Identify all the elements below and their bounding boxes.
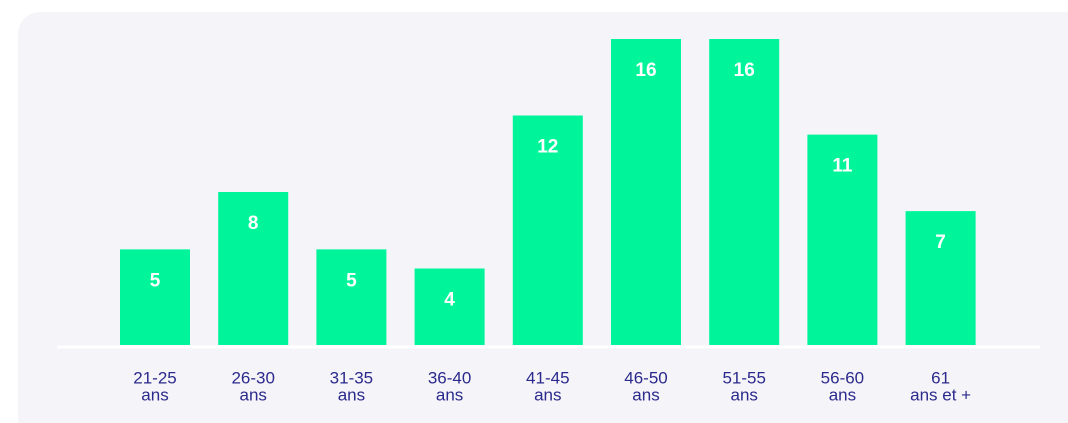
category-label: ans (632, 385, 659, 404)
category-label: 26-30 (231, 368, 274, 387)
bar (414, 268, 485, 345)
category-label: ans (338, 385, 365, 404)
value-label: 16 (635, 60, 656, 81)
value-label: 4 (444, 290, 455, 311)
value-label: 16 (734, 60, 755, 81)
category-label: ans (436, 385, 463, 404)
category-label: ans (534, 385, 561, 404)
bar (512, 115, 583, 345)
category-label: 51-55 (722, 368, 765, 387)
category-label: ans (829, 385, 856, 404)
value-label: 12 (537, 137, 558, 158)
category-label: 41-45 (526, 368, 569, 387)
category-label: ans (239, 385, 266, 404)
bar (218, 192, 289, 345)
category-label: 56-60 (821, 368, 864, 387)
category-label: 31-35 (330, 368, 373, 387)
value-label: 11 (832, 156, 853, 177)
bar (120, 249, 190, 345)
bar (709, 39, 780, 345)
value-label: 8 (248, 213, 259, 234)
category-label: 46-50 (624, 368, 667, 387)
category-label: 61 (931, 368, 950, 387)
category-label: ans et + (910, 385, 971, 404)
bar (611, 39, 681, 345)
category-label: 21-25 (133, 368, 176, 387)
category-label: ans (730, 385, 757, 404)
bar (905, 211, 976, 345)
bar (316, 249, 387, 345)
category-label: 36-40 (428, 368, 471, 387)
value-label: 7 (935, 232, 946, 253)
value-label: 5 (346, 270, 357, 291)
bar (807, 134, 878, 345)
category-label: ans (141, 385, 168, 404)
value-label: 5 (150, 270, 161, 291)
